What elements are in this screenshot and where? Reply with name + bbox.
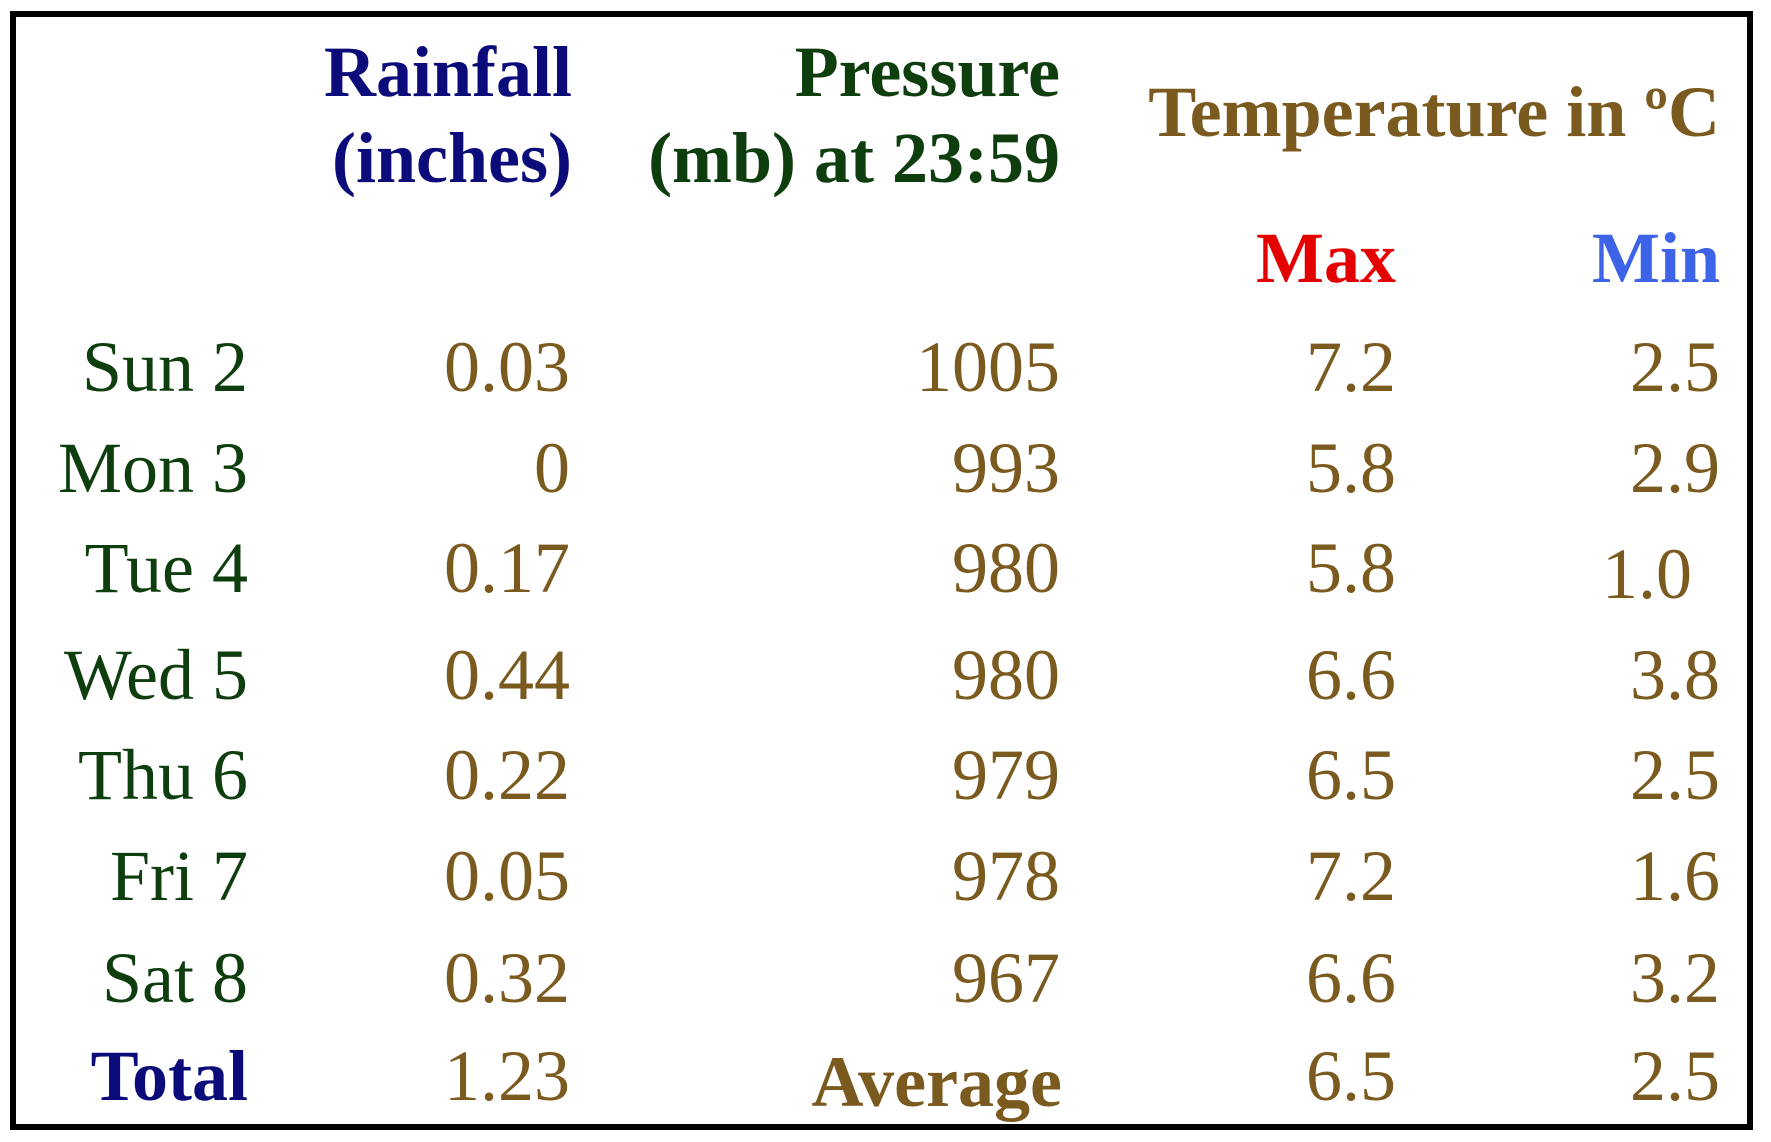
day-label: Sat 8 [101,938,248,1018]
pressure-value: 979 [952,735,1060,815]
rainfall-header-line1: Rainfall [323,32,572,112]
min-value: 3.8 [1630,635,1720,715]
day-label: Thu 6 [78,735,248,815]
max-value: 5.8 [1306,528,1396,608]
pressure-value: 1005 [916,327,1060,407]
min-value: 2.5 [1630,327,1720,407]
max-value: 6.5 [1306,735,1396,815]
rainfall-value: 0.05 [444,836,570,916]
rainfall-header-line2: (inches) [332,118,572,198]
total-rainfall-value: 1.23 [444,1036,570,1116]
pressure-value: 980 [952,528,1060,608]
min-value: 3.2 [1630,938,1720,1018]
rainfall-value: 0.32 [444,938,570,1018]
pressure-header-line2: (mb) at 23:59 [648,118,1060,198]
max-value: 6.6 [1306,938,1396,1018]
day-label: Tue 4 [84,528,248,608]
min-value: 1.0 [1602,534,1692,614]
average-min-value: 2.5 [1630,1036,1720,1116]
day-label: Wed 5 [63,635,248,715]
pressure-header-line1: Pressure [794,32,1060,112]
max-value: 5.8 [1306,428,1396,508]
min-value: 2.5 [1630,735,1720,815]
day-label: Sun 2 [81,327,248,407]
day-label: Fri 7 [109,836,248,916]
rainfall-value: 0 [534,428,570,508]
rainfall-value: 0.03 [444,327,570,407]
rainfall-value: 0.44 [444,635,570,715]
rainfall-value: 0.17 [444,528,570,608]
temperature-header: Temperature in ºC [1148,72,1720,152]
pressure-value: 980 [952,635,1060,715]
min-value: 2.9 [1630,428,1720,508]
average-max-value: 6.5 [1306,1036,1396,1116]
weather-table-frame [10,11,1753,1130]
min-header: Min [1591,218,1720,298]
rainfall-value: 0.22 [444,735,570,815]
pressure-value: 993 [952,428,1060,508]
pressure-value: 967 [952,938,1060,1018]
total-label: Total [90,1036,248,1116]
max-value: 6.6 [1306,635,1396,715]
day-label: Mon 3 [57,428,248,508]
min-value: 1.6 [1630,836,1720,916]
average-label: Average [811,1042,1062,1122]
max-value: 7.2 [1306,327,1396,407]
max-header: Max [1256,218,1396,298]
max-value: 7.2 [1306,836,1396,916]
pressure-value: 978 [952,836,1060,916]
